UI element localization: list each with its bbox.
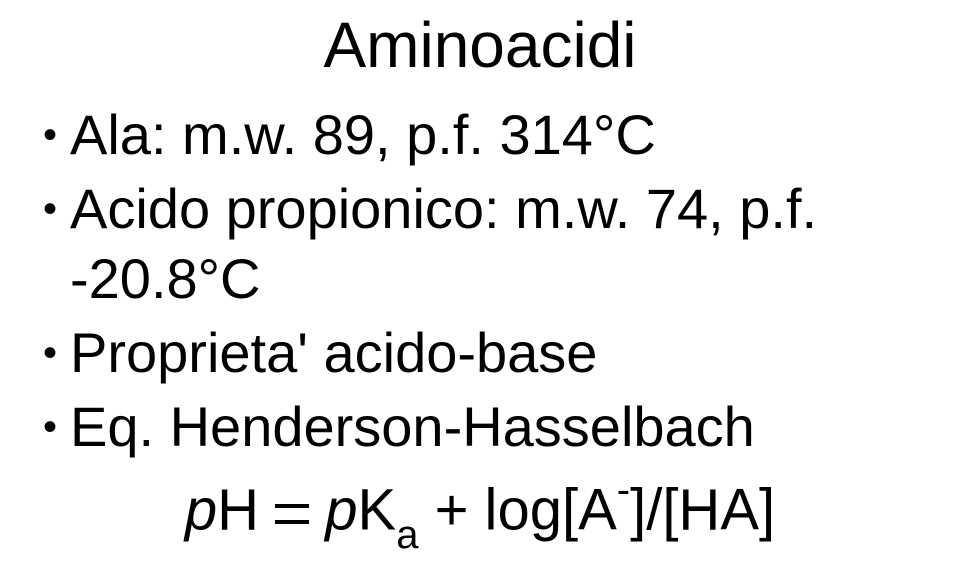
eq-sub-a: a	[396, 513, 418, 557]
bullet-item: • Proprieta' acido-base	[30, 318, 930, 388]
bullet-list: • Ala: m.w. 89, p.f. 314°C • Acido propi…	[30, 100, 930, 466]
eq-plus: + log[A	[418, 477, 616, 542]
bullet-text: Proprieta' acido-base	[70, 318, 930, 388]
bullet-item: • Ala: m.w. 89, p.f. 314°C	[30, 100, 930, 170]
eq-sup-minus: -	[617, 468, 630, 512]
bullet-dot: •	[30, 318, 70, 388]
eq-p2: p	[325, 477, 357, 542]
bullet-item: • Acido propionico: m.w. 74, p.f. -20.8°…	[30, 174, 930, 314]
eq-H: H	[217, 477, 275, 542]
eq-tail: ]/[HA]	[630, 477, 775, 542]
bullet-item: • Eq. Henderson-Hasselbach	[30, 392, 930, 462]
bullet-text: Eq. Henderson-Hasselbach	[70, 392, 930, 462]
eq-p1: p	[185, 477, 217, 542]
eq-K: K	[358, 477, 397, 542]
bullet-dot: •	[30, 100, 70, 170]
slide: Aminoacidi • Ala: m.w. 89, p.f. 314°C • …	[0, 0, 960, 588]
bullet-dot: •	[30, 392, 70, 462]
slide-title: Aminoacidi	[0, 8, 960, 82]
equation: pH pKa + log[A-]/[HA]	[0, 474, 960, 552]
bullet-text: Ala: m.w. 89, p.f. 314°C	[70, 100, 930, 170]
bullet-dot: •	[30, 174, 70, 244]
bullet-text: Acido propionico: m.w. 74, p.f. -20.8°C	[70, 174, 930, 314]
